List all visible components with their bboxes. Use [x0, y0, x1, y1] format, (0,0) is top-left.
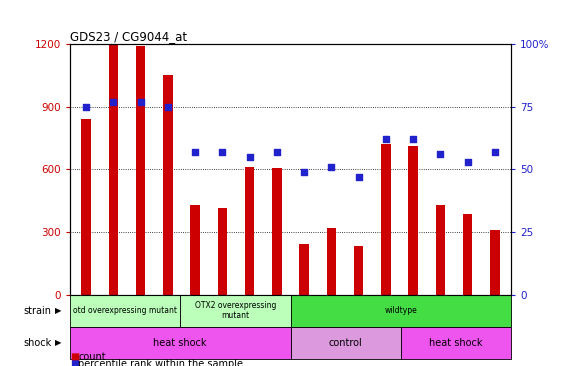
Text: percentile rank within the sample: percentile rank within the sample: [78, 359, 243, 366]
Point: [463, 159, 472, 165]
Point: [408, 136, 418, 142]
Point: [299, 169, 309, 175]
Text: shock: shock: [23, 338, 52, 348]
Bar: [180, 295, 290, 327]
Text: otd overexpressing mutant: otd overexpressing mutant: [73, 306, 177, 315]
Bar: [401, 327, 511, 359]
Point: [381, 136, 390, 142]
Point: [436, 152, 445, 157]
Bar: [245, 167, 254, 295]
Bar: [70, 295, 180, 327]
Point: [191, 149, 200, 155]
Bar: [463, 214, 472, 295]
Point: [81, 104, 91, 109]
Bar: [191, 205, 200, 295]
Bar: [381, 144, 390, 295]
Bar: [299, 244, 309, 295]
Text: strain: strain: [23, 306, 51, 316]
Point: [272, 149, 282, 155]
Point: [136, 99, 145, 105]
Bar: [272, 168, 282, 295]
Point: [245, 154, 254, 160]
Bar: [136, 46, 145, 295]
Text: ▶: ▶: [55, 338, 62, 347]
Point: [327, 164, 336, 170]
Text: ■: ■: [70, 352, 79, 362]
Bar: [327, 228, 336, 295]
Bar: [70, 327, 290, 359]
Bar: [490, 230, 500, 295]
Point: [109, 99, 118, 105]
Text: wildtype: wildtype: [385, 306, 417, 315]
Text: OTX2 overexpressing
mutant: OTX2 overexpressing mutant: [195, 301, 276, 321]
Bar: [81, 119, 91, 295]
Bar: [218, 208, 227, 295]
Text: ■: ■: [70, 359, 79, 366]
Point: [218, 149, 227, 155]
Text: control: control: [329, 338, 363, 348]
Bar: [290, 327, 401, 359]
Bar: [408, 146, 418, 295]
Bar: [354, 246, 363, 295]
Bar: [436, 205, 445, 295]
Point: [163, 104, 173, 109]
Point: [354, 174, 363, 180]
Bar: [163, 75, 173, 295]
Point: [490, 149, 500, 155]
Text: heat shock: heat shock: [153, 338, 207, 348]
Bar: [109, 44, 118, 295]
Bar: [290, 295, 511, 327]
Text: GDS23 / CG9044_at: GDS23 / CG9044_at: [70, 30, 187, 43]
Text: heat shock: heat shock: [429, 338, 483, 348]
Text: count: count: [78, 352, 106, 362]
Text: ▶: ▶: [55, 306, 62, 315]
